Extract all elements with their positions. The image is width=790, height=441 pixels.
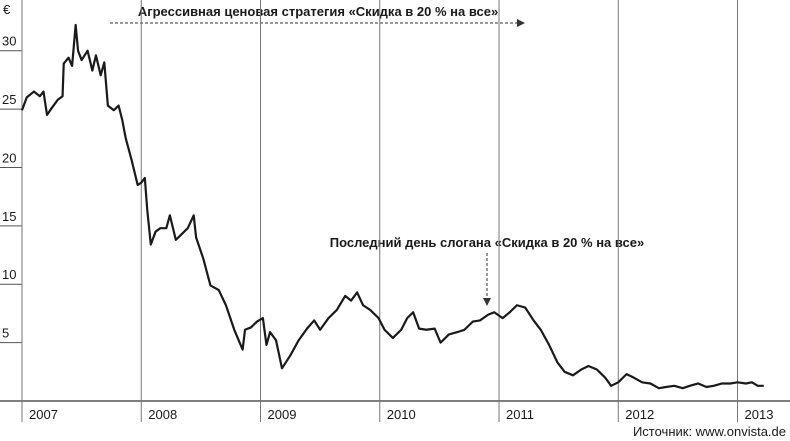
x-tick-label: 2011 (506, 407, 534, 422)
y-tick-label: 25 (2, 92, 16, 107)
x-tick-label: 2007 (29, 407, 58, 422)
y-tick-label: 15 (2, 209, 16, 224)
y-tick-label: 5 (2, 326, 9, 341)
y-tick-label: 20 (2, 150, 16, 165)
x-tick-label: 2008 (148, 407, 177, 422)
annotation: Последний день слогана «Скидка в 20 % на… (330, 235, 645, 250)
annotation: Агрессивная ценовая стратегия «Скидка в … (138, 4, 498, 19)
y-axis-label: € (3, 2, 11, 17)
y-tick-label: 30 (2, 34, 16, 49)
x-tick-label: 2009 (268, 407, 297, 422)
price-line (20, 23, 764, 390)
y-tick-label: 10 (2, 267, 16, 282)
x-tick-label: 2012 (625, 407, 654, 422)
source: Источник: www.onvista.de (633, 424, 786, 439)
x-tick-label: 2010 (387, 407, 416, 422)
x-tick-label: 2013 (745, 407, 774, 422)
